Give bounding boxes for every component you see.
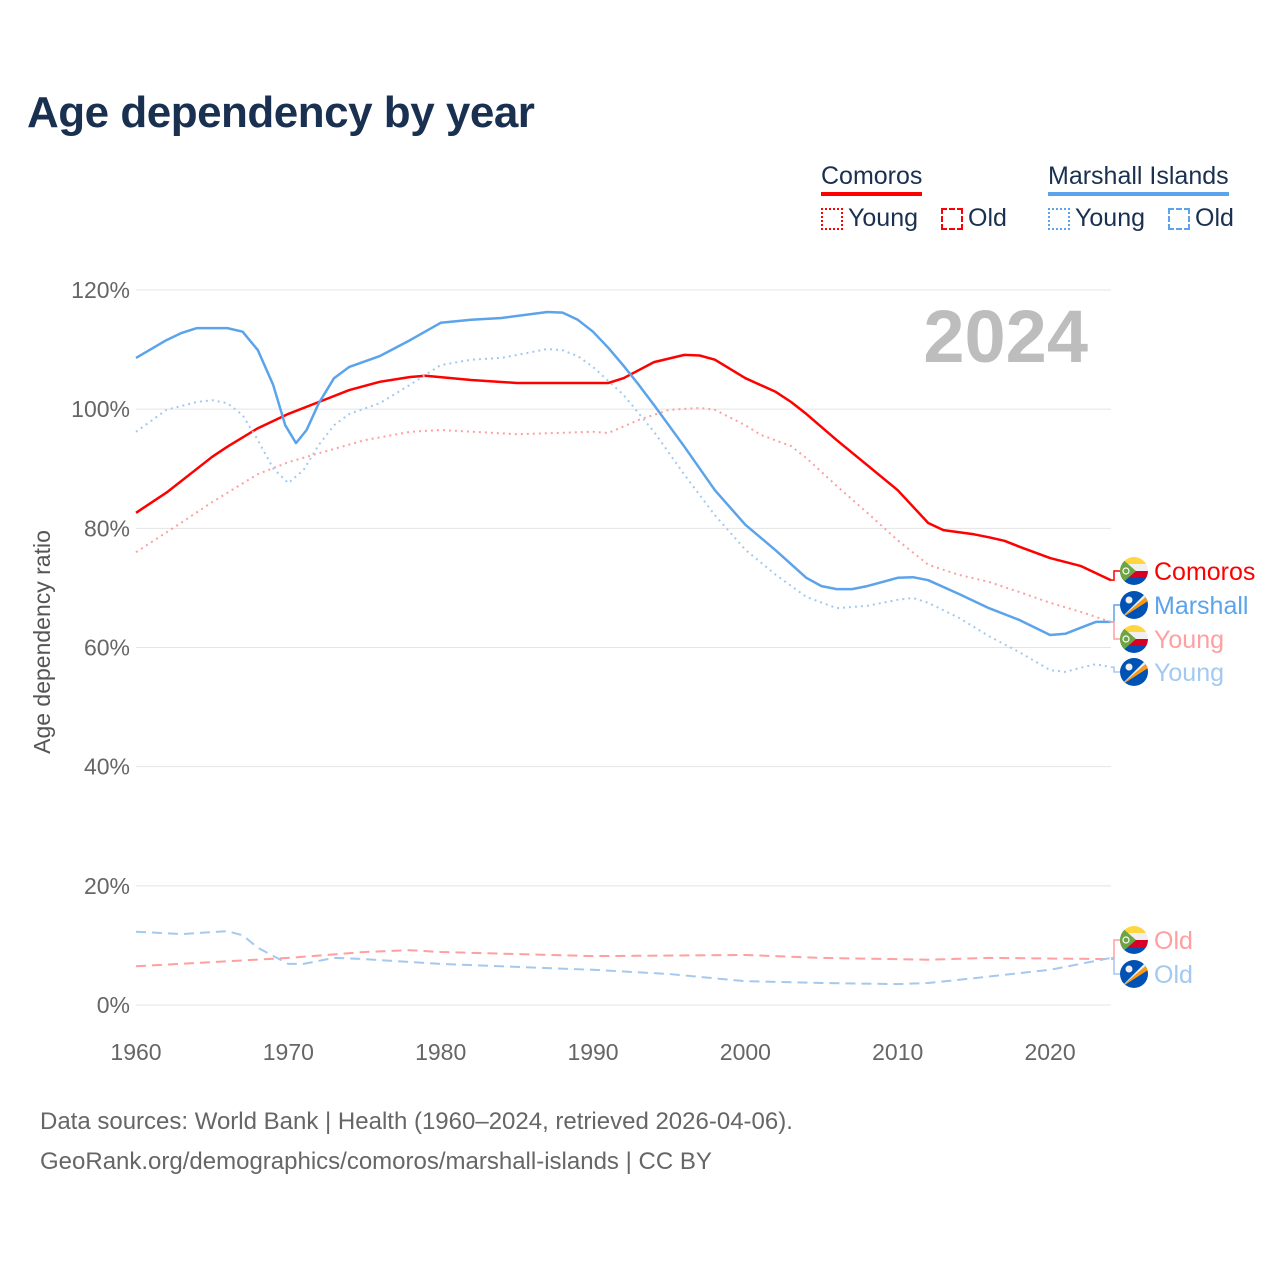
comoros-flag-icon <box>1120 926 1148 954</box>
legend-marshall-young[interactable]: Young <box>1048 204 1145 233</box>
legend-comoros-old[interactable]: Old <box>941 204 1007 233</box>
x-tick-label: 1990 <box>567 1039 618 1065</box>
x-tick-label: 2020 <box>1024 1039 1075 1065</box>
series-line-marshall-islands-old <box>135 930 1112 986</box>
end-label: Young <box>1154 626 1224 654</box>
legend-comoros-young[interactable]: Young <box>821 204 918 233</box>
y-axis-label: Age dependency ratio <box>29 530 55 754</box>
end-label: Old <box>1154 927 1193 955</box>
dashed-swatch-icon <box>1168 207 1190 230</box>
footer-link[interactable]: GeoRank.org/demographics/comoros/marshal… <box>40 1148 712 1175</box>
series-line-comoros-young <box>135 407 1112 623</box>
end-label: Marshall <box>1154 592 1248 620</box>
legend-marshall-islands[interactable]: Marshall Islands <box>1048 162 1229 196</box>
series-line-comoros-old <box>135 949 1112 968</box>
series-line-marshall-islands <box>135 310 1111 637</box>
label-connector <box>1111 957 1122 975</box>
y-tick-label: 40% <box>84 754 130 780</box>
y-tick-label: 60% <box>84 635 130 661</box>
y-tick-label: 80% <box>84 515 130 541</box>
legend-label: Young <box>1075 204 1145 232</box>
x-tick-label: 2000 <box>720 1039 771 1065</box>
label-connector <box>1111 570 1122 581</box>
end-label: Comoros <box>1154 558 1255 586</box>
x-tick-label: 1980 <box>415 1039 466 1065</box>
dotted-swatch-icon <box>1048 207 1070 230</box>
end-label: Young <box>1154 659 1224 687</box>
year-watermark: 2024 <box>923 295 1088 378</box>
label-connector <box>1111 666 1122 673</box>
dotted-swatch-icon <box>821 207 843 230</box>
y-tick-label: 20% <box>84 873 130 899</box>
footer-sources: Data sources: World Bank | Health (1960–… <box>40 1108 793 1135</box>
comoros-flag-icon <box>1120 625 1148 653</box>
legend-marshall-old[interactable]: Old <box>1168 204 1234 233</box>
x-tick-label: 2010 <box>872 1039 923 1065</box>
legend-label: Old <box>968 204 1007 232</box>
end-label: Old <box>1154 961 1193 989</box>
label-connector <box>1111 939 1122 960</box>
y-tick-label: 120% <box>71 277 130 303</box>
legend-label: Old <box>1195 204 1234 232</box>
marshall-flag-icon <box>1120 960 1148 988</box>
page-title: Age dependency by year <box>27 88 535 137</box>
line-chart: 0% 20% 40% 60% 80% 100% 120% 1960 1970 1980 1990 20… <box>29 277 1255 1065</box>
series-line-marshall-islands-young <box>135 348 1112 673</box>
y-tick-label: 0% <box>97 992 130 1018</box>
marshall-flag-icon <box>1120 658 1148 686</box>
x-tick-label: 1960 <box>110 1039 161 1065</box>
x-tick-label: 1970 <box>263 1039 314 1065</box>
y-tick-label: 100% <box>71 396 130 422</box>
legend-label: Young <box>848 204 918 232</box>
legend-comoros[interactable]: Comoros <box>821 162 923 196</box>
marshall-flag-icon <box>1120 591 1148 619</box>
comoros-flag-icon <box>1120 557 1148 585</box>
dashed-swatch-icon <box>941 207 963 230</box>
series-line-comoros <box>135 353 1112 582</box>
label-connector <box>1111 621 1122 640</box>
